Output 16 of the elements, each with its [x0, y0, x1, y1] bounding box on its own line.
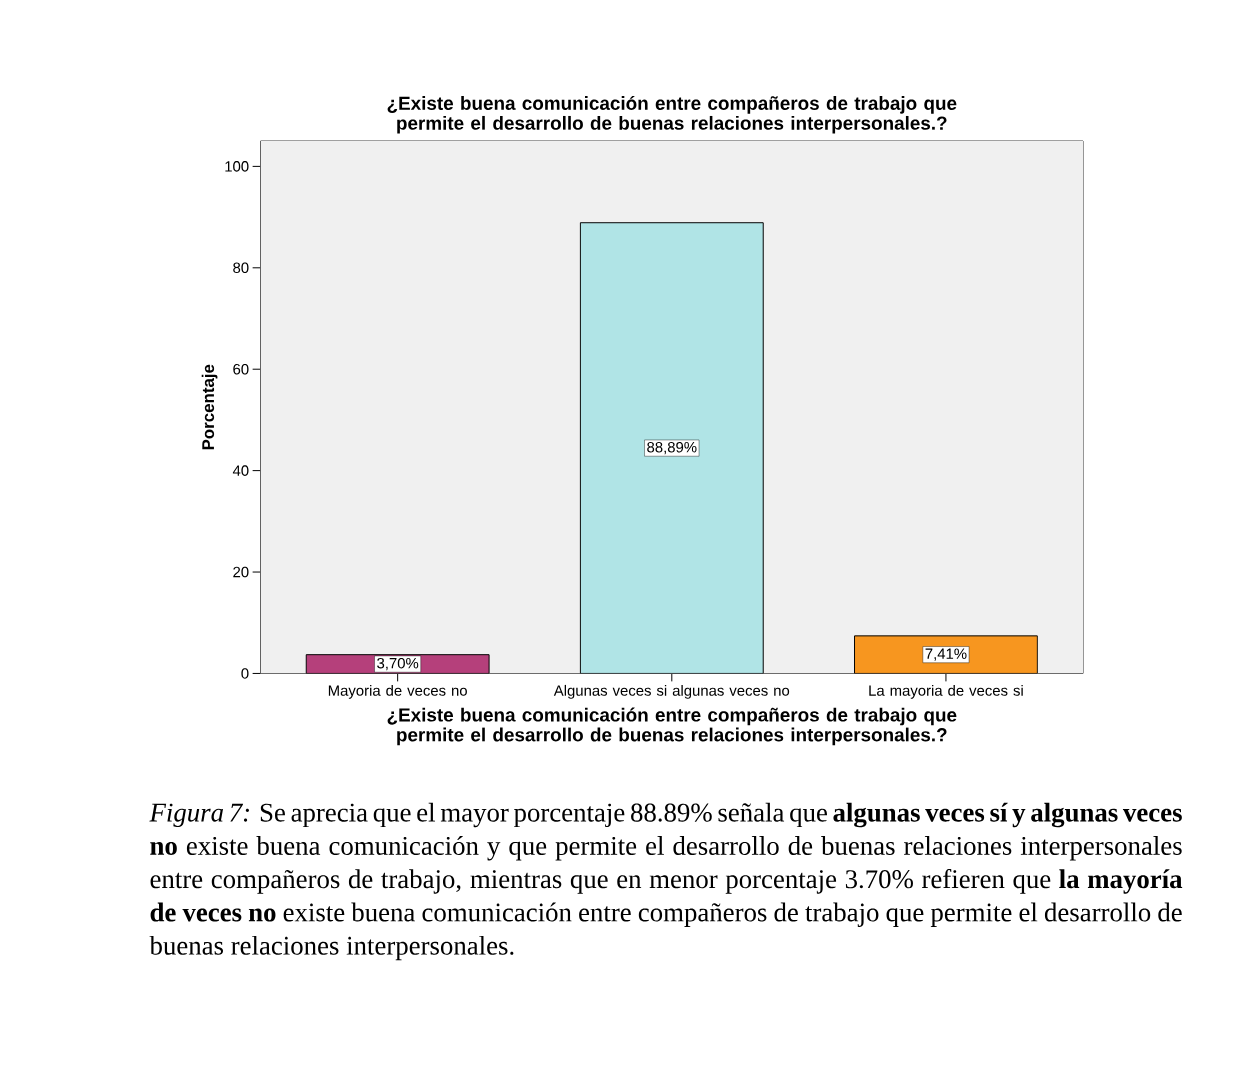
x-tick-label: Algunas veces si algunas veces no [553, 685, 790, 699]
chart-title: ¿Existe buena comunicación entre compañeros de trabajo que permite el desarrollo de buenas relaciones interpersonales.? [387, 96, 957, 134]
x-tick-label: Mayoria de veces no [328, 685, 467, 699]
text: Figura 7: Se aprecia que el mayor porcentaje 88.89% señala que algunas veces sí y algunas veces no existe buena comunicación y que permite el desarrollo de buenas relaciones interpersonales entre compañeros de trabajo, mientras que en menor porcentaje 3.70% refieren que la mayoría de veces no existe buena comunicación entre compañeros de trabajo que permite el desarrollo de buenas relaciones interpersonales. [149, 802, 1183, 961]
y-tick-label: 60 [233, 364, 249, 375]
data-label: 88,89% [647, 442, 697, 455]
x-axis-title: ¿Existe buena comunicación entre compañeros de trabajo que permite el desarrollo de buenas relaciones interpersonales.? [387, 707, 957, 746]
y-tick-label: 0 [241, 668, 249, 679]
y-axis-title: Porcentaje [201, 364, 218, 450]
data-label: 3,70% [377, 658, 419, 671]
y-tick-label: 80 [233, 262, 249, 274]
data-label: 7,41% [925, 648, 967, 661]
y-tick-label: 20 [233, 566, 249, 578]
y-tick-label: 100 [225, 161, 249, 172]
x-tick-label: La mayoria de veces si [869, 685, 1023, 699]
y-tick-label: 40 [232, 465, 249, 477]
